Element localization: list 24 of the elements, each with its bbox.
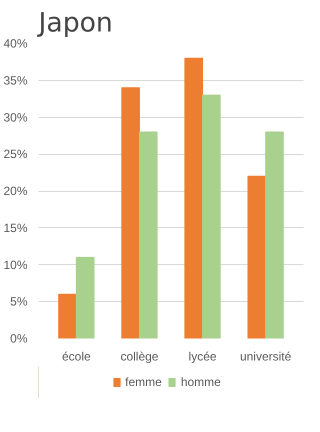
x-tick-label: université [240,350,292,364]
y-tick-label: 15% [3,220,28,235]
bar [184,58,204,338]
y-tick-label: 0% [10,332,28,346]
y-tick-label: 25% [3,147,28,162]
bar [121,87,140,338]
legend-label: femme [125,375,162,389]
bar [202,94,221,338]
x-tick-label: collège [120,350,159,364]
y-tick-label: 35% [3,73,28,88]
legend-label: homme [180,375,221,389]
y-tick-label: 10% [3,258,28,272]
bar [76,256,95,338]
bar [58,294,77,338]
bar [247,176,266,338]
y-tick-label: 40% [3,36,28,50]
y-tick-label: 30% [3,110,28,124]
bar [265,132,284,338]
x-tick-label: école [62,350,92,364]
bar [138,132,158,338]
chart-title: Japon [36,8,113,38]
y-tick-label: 5% [10,294,28,309]
x-tick-label: lycée [188,350,217,364]
y-tick-label: 20% [3,184,28,198]
